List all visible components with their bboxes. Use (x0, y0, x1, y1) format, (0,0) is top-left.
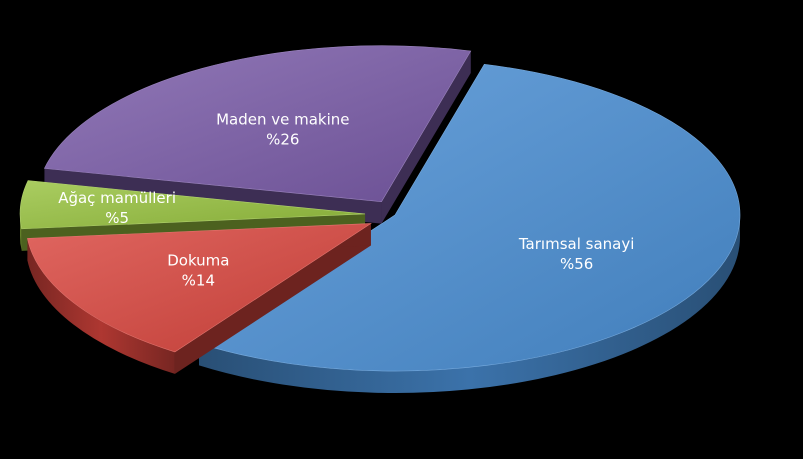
pie-slice-dokuma (27, 223, 372, 374)
slice-label-tarimsal-sanayi: Tarımsal sanayi (518, 235, 635, 253)
slice-value-tarimsal-sanayi: %56 (560, 255, 593, 273)
slice-value-dokuma: %14 (182, 271, 215, 289)
slice-label-maden-ve-makine: Maden ve makine (216, 110, 349, 128)
slice-label-dokuma: Dokuma (167, 251, 229, 269)
slice-value-maden-ve-makine: %26 (266, 130, 299, 148)
slice-value-agac-mamulleri: %5 (105, 209, 129, 227)
slice-label-agac-mamulleri: Ağaç mamülleri (58, 189, 176, 207)
